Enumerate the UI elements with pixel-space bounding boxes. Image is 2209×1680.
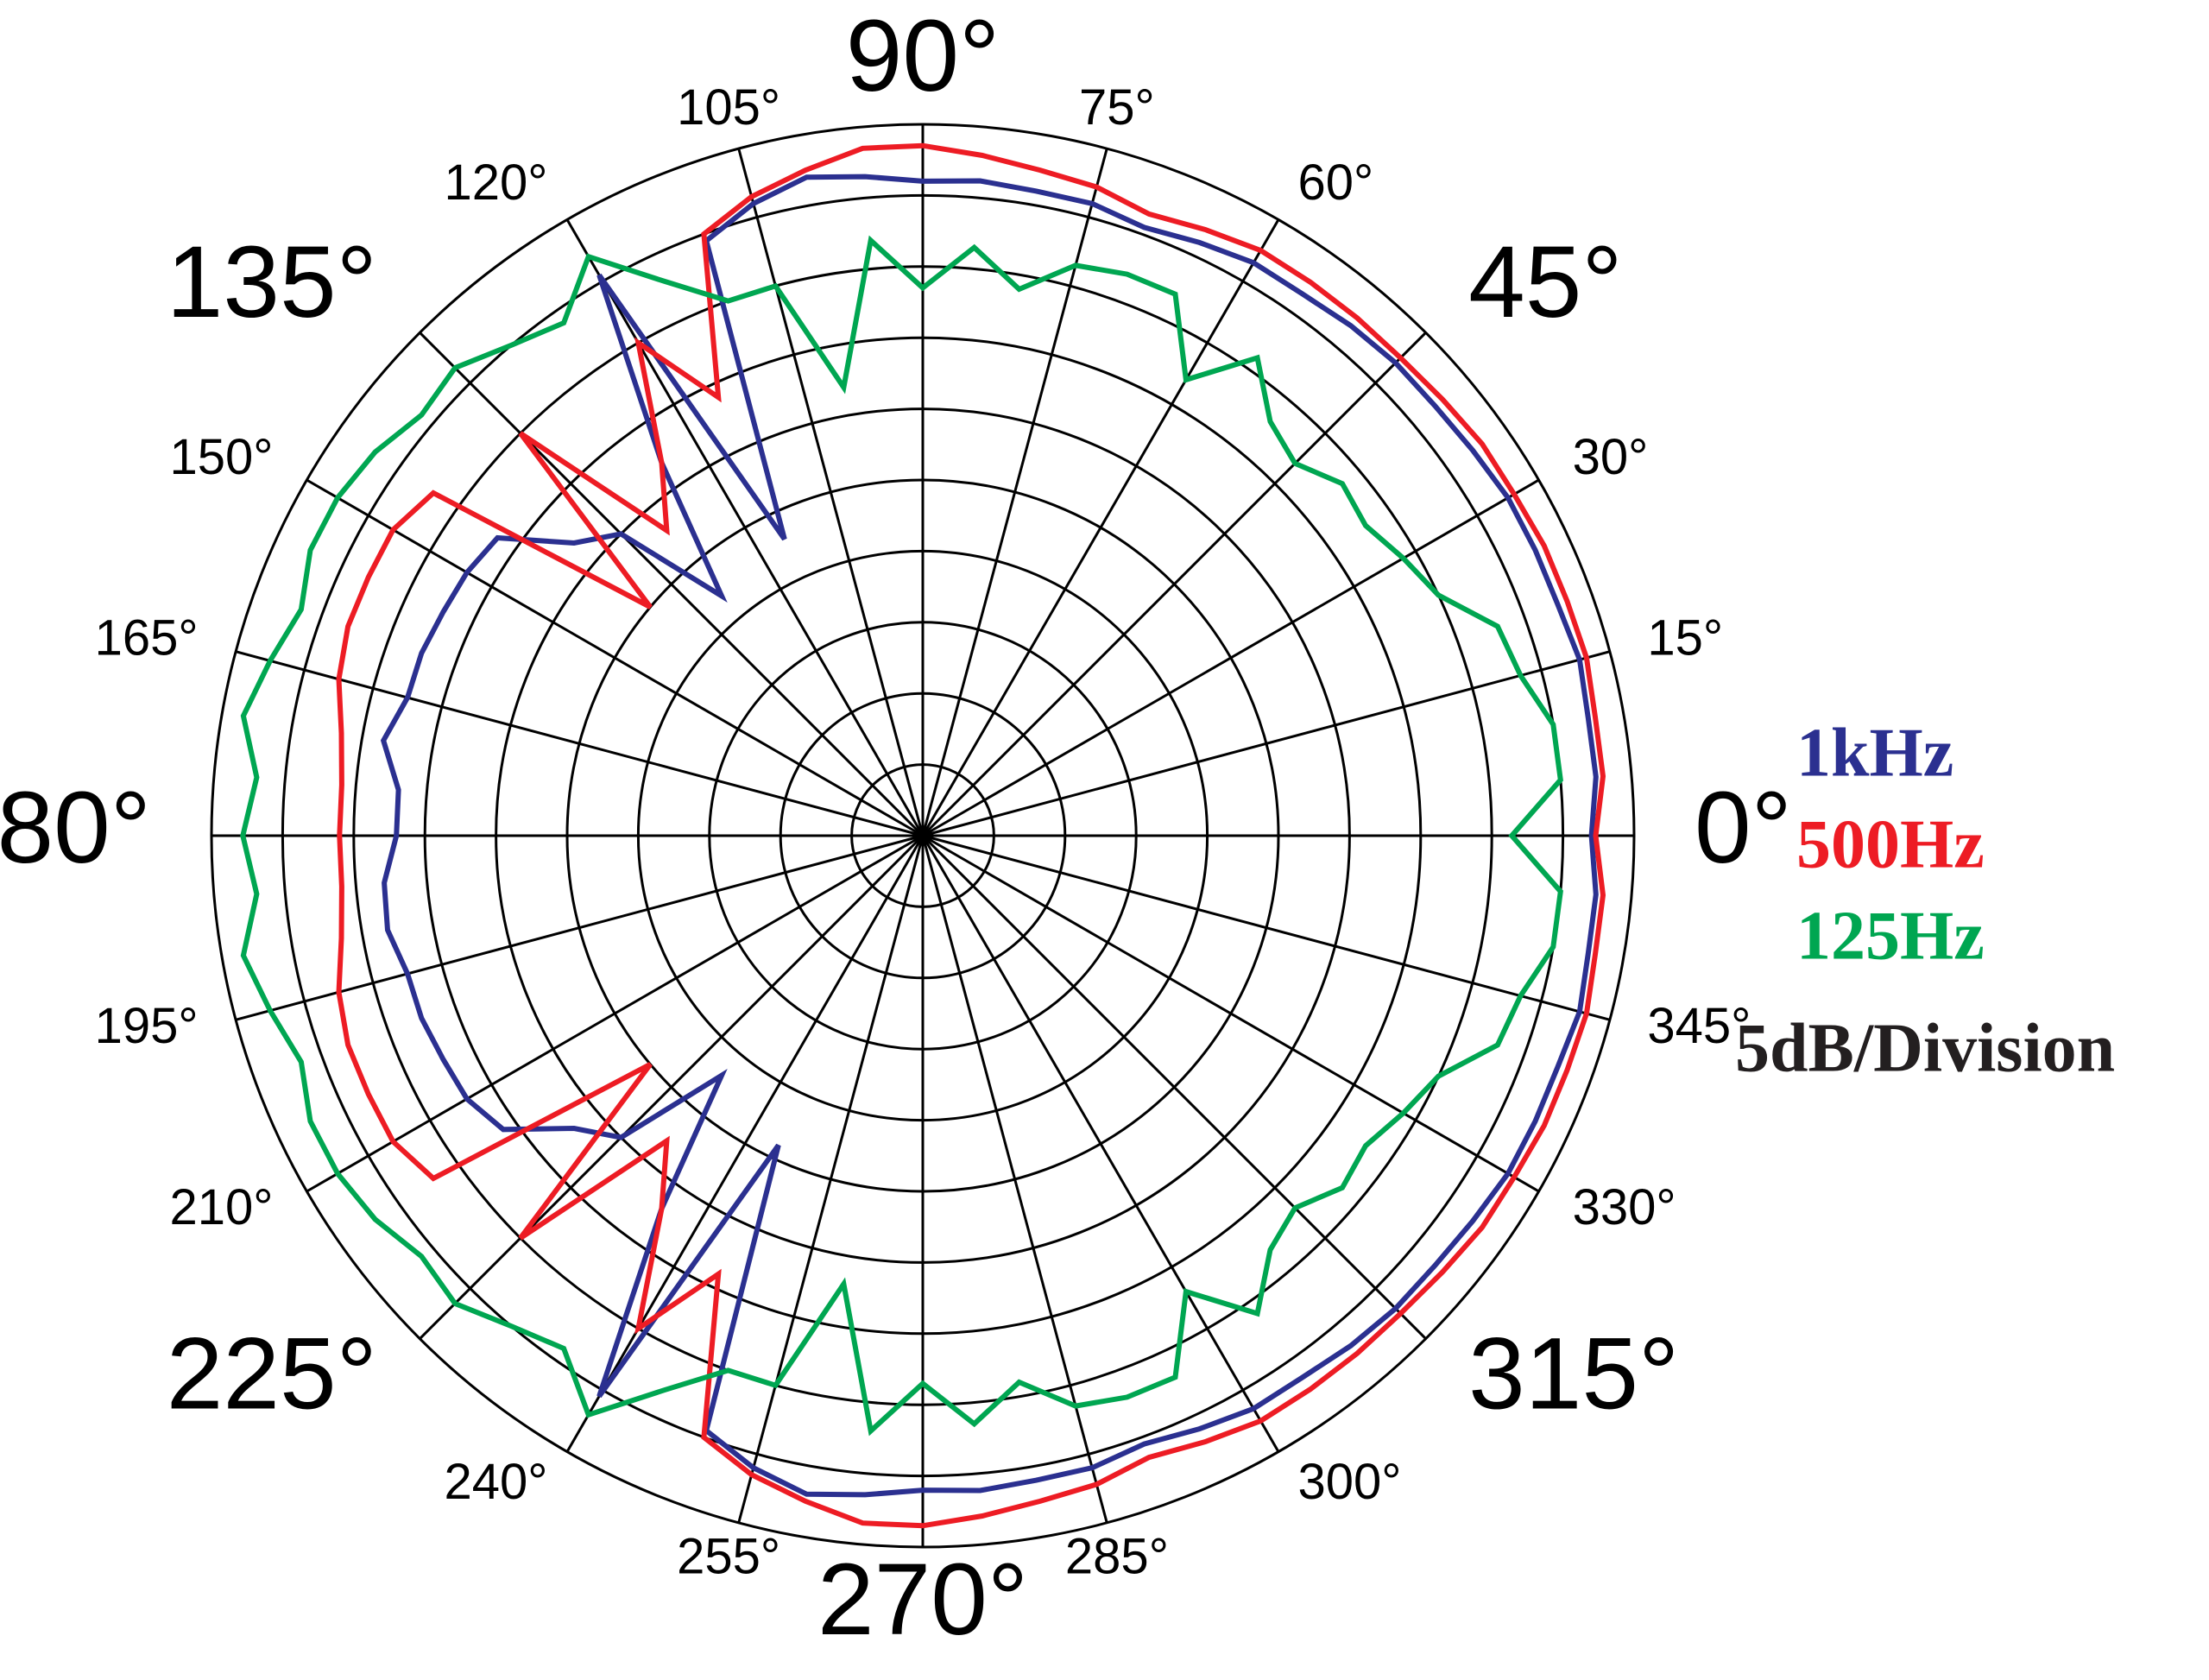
- polar-grid: [210, 123, 1636, 1549]
- grid-spoke: [921, 332, 1427, 837]
- grid-spoke: [737, 835, 925, 1524]
- theta-tick-label: 210°: [169, 1179, 273, 1235]
- theta-tick-label: 315°: [1468, 1317, 1679, 1431]
- series-line: [240, 235, 1563, 1437]
- data-lines: [240, 142, 1606, 1529]
- theta-tick-label: 90°: [846, 0, 1000, 113]
- grid-spoke: [922, 834, 1540, 1193]
- grid-spoke: [235, 834, 924, 1021]
- theta-tick-label: 45°: [1468, 225, 1622, 339]
- theta-tick-label: 135°: [167, 225, 377, 339]
- theta-tick-label: 330°: [1573, 1179, 1676, 1235]
- legend-entry: 125Hz: [1796, 898, 1985, 974]
- theta-tick-label: 180°: [0, 771, 151, 885]
- theta-tick-label: 270°: [817, 1543, 1028, 1657]
- grid-spoke: [921, 218, 1280, 837]
- theta-tick-label: 300°: [1298, 1454, 1402, 1510]
- theta-tick-label: 15°: [1647, 609, 1723, 666]
- series-line: [336, 142, 1606, 1529]
- grid-spoke: [922, 650, 1611, 837]
- legend: 1kHz 500Hz 125Hz 5dB/Division: [1735, 715, 2115, 1086]
- grid-spoke: [921, 834, 1427, 1340]
- tick-labels: 0° 15° 30° 45° 60° 75° 90° 105° 120° 135° 150° 165°…: [0, 0, 1792, 1657]
- grid-spoke: [921, 148, 1108, 837]
- grid-spoke: [306, 834, 924, 1193]
- theta-tick-label: 75°: [1079, 79, 1155, 136]
- theta-tick-label: 120°: [445, 155, 548, 211]
- theta-tick-label: 165°: [95, 609, 199, 666]
- grid-spoke: [306, 478, 924, 837]
- theta-tick-label: 240°: [445, 1454, 548, 1510]
- theta-tick-label: 105°: [677, 79, 780, 136]
- grid-spoke: [921, 835, 1108, 1524]
- theta-tick-label: 225°: [167, 1317, 377, 1431]
- grid-spoke: [235, 650, 924, 837]
- grid-spoke: [922, 478, 1540, 837]
- legend-entry: 500Hz: [1796, 806, 1985, 882]
- grid-spoke: [737, 148, 925, 837]
- theta-tick-label: 255°: [677, 1529, 780, 1585]
- theta-tick-label: 285°: [1065, 1529, 1169, 1585]
- theta-tick-label: 345°: [1647, 998, 1751, 1054]
- series-line: [380, 174, 1599, 1498]
- grid-spoke: [565, 218, 925, 837]
- grid-spoke: [921, 835, 1280, 1453]
- grid-spoke: [922, 834, 1611, 1021]
- theta-tick-label: 60°: [1298, 155, 1374, 211]
- grid-spoke: [419, 834, 925, 1340]
- theta-tick-label: 195°: [95, 998, 199, 1054]
- theta-tick-label: 0°: [1695, 771, 1792, 885]
- grid-spoke: [419, 332, 925, 837]
- grid-spoke: [565, 835, 925, 1453]
- annotation: 5dB/Division: [1735, 1010, 2115, 1086]
- theta-tick-label: 150°: [169, 429, 273, 485]
- theta-tick-label: 30°: [1573, 429, 1649, 485]
- legend-entry: 1kHz: [1796, 715, 1953, 791]
